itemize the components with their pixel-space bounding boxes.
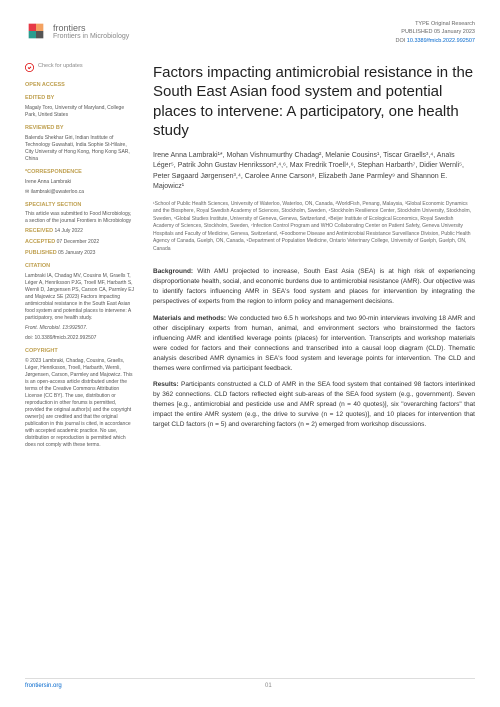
background-text: With AMU projected to increase, South Ea… bbox=[153, 268, 475, 305]
correspondence-email[interactable]: ilambraki@uwaterloo.ca bbox=[31, 189, 84, 195]
results-text: Participants constructed a CLD of AMR in… bbox=[153, 381, 475, 428]
article-title: Factors impacting antimicrobial resistan… bbox=[153, 63, 475, 141]
header-meta: TYPE Original Research PUBLISHED 05 Janu… bbox=[395, 20, 475, 45]
doi-link[interactable]: 10.3389/fmicb.2022.992507 bbox=[407, 38, 475, 44]
sb-published-label: PUBLISHED bbox=[25, 250, 57, 256]
open-access-label: OPEN ACCESS bbox=[25, 82, 135, 90]
journal-name: Frontiers in Microbiology bbox=[53, 33, 129, 40]
reviewed-by-text: Balendu Shekhar Giri, Indian Institute o… bbox=[25, 135, 135, 163]
results-label: Results: bbox=[153, 381, 179, 388]
specialty-label: SPECIALTY SECTION bbox=[25, 202, 135, 210]
specialty-text: This article was submitted to Food Micro… bbox=[25, 211, 135, 225]
check-updates-icon bbox=[25, 63, 34, 72]
citation-label: CITATION bbox=[25, 263, 135, 271]
edited-by-label: EDITED BY bbox=[25, 95, 135, 103]
publisher-logo-block: frontiers Frontiers in Microbiology bbox=[25, 20, 129, 42]
sidebar: Check for updates OPEN ACCESS EDITED BY … bbox=[25, 63, 135, 452]
reviewed-by-label: REVIEWED BY bbox=[25, 125, 135, 133]
article-type: Original Research bbox=[431, 21, 475, 27]
correspondence-label: *CORRESPONDENCE bbox=[25, 169, 135, 177]
citation-journal: Front. Microbiol. 13:992507. bbox=[25, 325, 135, 332]
main-content: Factors impacting antimicrobial resistan… bbox=[153, 63, 475, 452]
check-updates-text: Check for updates bbox=[38, 63, 83, 71]
check-updates-button[interactable]: Check for updates bbox=[25, 63, 135, 72]
accepted-date: 07 December 2022 bbox=[57, 239, 100, 245]
publisher-name: frontiers bbox=[53, 23, 129, 33]
sb-published-date: 05 January 2023 bbox=[58, 250, 95, 256]
accepted-label: ACCEPTED bbox=[25, 239, 55, 245]
methods-text: We conducted two 6.5 h workshops and two… bbox=[153, 315, 475, 372]
citation-text: Lambraki IA, Chadag MV, Cousins M, Grael… bbox=[25, 273, 135, 322]
copyright-label: COPYRIGHT bbox=[25, 348, 135, 356]
received-label: RECEIVED bbox=[25, 228, 53, 234]
received-date: 14 July 2022 bbox=[55, 228, 83, 234]
background-label: Background: bbox=[153, 268, 193, 275]
type-label: TYPE bbox=[415, 21, 429, 27]
footer: frontiersin.org 01 bbox=[25, 678, 475, 689]
published-label: PUBLISHED bbox=[401, 29, 432, 35]
abstract: Background: With AMU projected to increa… bbox=[153, 267, 475, 430]
published-date: 05 January 2023 bbox=[434, 29, 475, 35]
page-number: 01 bbox=[265, 683, 272, 689]
affiliations: ¹School of Public Health Sciences, Unive… bbox=[153, 201, 475, 254]
authors-list: Irene Anna Lambraki¹*, Mohan Vishnumurth… bbox=[153, 151, 475, 193]
correspondence-name: Irene Anna Lambraki bbox=[25, 179, 135, 186]
doi-label: DOI bbox=[395, 38, 405, 44]
edited-by-text: Magaly Toro, University of Maryland, Col… bbox=[25, 105, 135, 119]
methods-label: Materials and methods: bbox=[153, 315, 226, 322]
citation-doi: doi: 10.3389/fmicb.2022.992507 bbox=[25, 335, 135, 342]
frontiers-logo-icon bbox=[25, 20, 47, 42]
page-header: frontiers Frontiers in Microbiology TYPE… bbox=[25, 20, 475, 45]
copyright-text: © 2023 Lambraki, Chadag, Cousins, Graell… bbox=[25, 358, 135, 449]
footer-link[interactable]: frontiersin.org bbox=[25, 683, 62, 689]
